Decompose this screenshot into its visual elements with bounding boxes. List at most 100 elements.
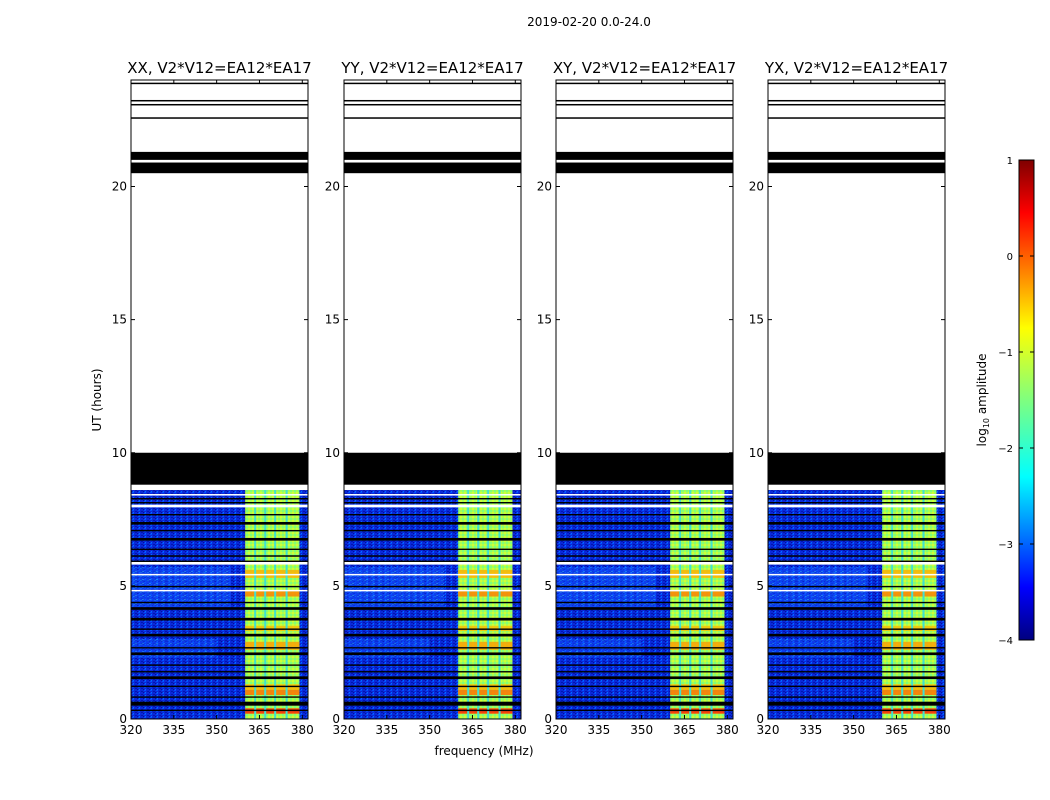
flag-line — [556, 628, 733, 630]
blank-row — [768, 119, 945, 126]
blank-row — [131, 561, 308, 565]
blank-row — [131, 119, 308, 126]
flag-line — [131, 548, 308, 550]
blank-row — [344, 85, 521, 94]
panel-2: XY, V2*V12=EA12*EA17 320 335 350 365 380 0 5 10 1… — [537, 59, 739, 737]
blank-row — [344, 106, 521, 112]
flag-line — [131, 117, 308, 119]
y-tick-label: 5 — [332, 579, 340, 593]
flagged-row — [131, 162, 308, 174]
flag-line — [556, 709, 733, 712]
colorbar-tick-label: −4 — [998, 636, 1013, 647]
colorbar-tick-label: 0 — [1007, 252, 1013, 263]
flag-line — [131, 560, 308, 562]
y-tick-label: 5 — [544, 579, 552, 593]
flag-line — [768, 548, 945, 550]
x-tick-label: 350 — [842, 723, 865, 737]
flagged-row — [556, 633, 733, 637]
flagged-row — [556, 607, 733, 610]
blank-row — [131, 573, 308, 576]
flagged-row — [768, 162, 945, 174]
flag-line — [131, 685, 308, 688]
x-tick-label: 350 — [205, 723, 228, 737]
y-tick-label: 10 — [325, 446, 340, 460]
flag-line — [556, 671, 733, 673]
channel-gap — [254, 490, 257, 719]
blank-row — [556, 561, 733, 565]
flagged-row — [768, 701, 945, 706]
blank-row — [131, 494, 308, 496]
flag-line — [344, 628, 521, 630]
flagged-row — [344, 701, 521, 706]
flag-line — [768, 513, 945, 516]
flag-line — [344, 82, 521, 85]
x-tick-label: 365 — [673, 723, 696, 737]
flag-line — [344, 103, 521, 106]
flag-line — [131, 628, 308, 630]
y-tick-label: 5 — [119, 579, 127, 593]
flag-line — [768, 647, 945, 649]
flag-line — [556, 529, 733, 532]
flag-line — [344, 696, 521, 698]
blank-row — [344, 119, 521, 126]
flag-line — [344, 548, 521, 550]
flag-line — [131, 709, 308, 712]
panel-frame — [343, 79, 522, 720]
flag-line — [344, 601, 521, 604]
channel-gap — [477, 490, 480, 719]
flagged-row — [344, 555, 521, 557]
flag-line — [131, 502, 308, 504]
flagged-row — [768, 617, 945, 621]
panel-plot-area — [556, 80, 733, 719]
flag-line — [768, 502, 945, 504]
flagged-row — [768, 652, 945, 656]
y-tick-label: 10 — [537, 446, 552, 460]
x-tick-label: 380 — [504, 723, 527, 737]
flagged-row — [131, 617, 308, 621]
flagged-row — [556, 676, 733, 680]
x-axis-label: frequency (MHz) — [434, 744, 533, 758]
flag-line — [768, 103, 945, 106]
x-tick-label: 380 — [291, 723, 314, 737]
flag-line — [344, 685, 521, 688]
flag-line — [344, 585, 521, 588]
flag-line — [556, 585, 733, 588]
panel-frame — [555, 79, 734, 720]
y-tick-label: 15 — [749, 313, 764, 327]
y-tick-label: 0 — [544, 712, 552, 726]
flagged-row — [768, 452, 945, 485]
flag-line — [768, 696, 945, 698]
flag-line — [768, 709, 945, 712]
y-tick-label: 0 — [119, 712, 127, 726]
hot-spot-row — [670, 641, 725, 650]
panel-1: YY, V2*V12=EA12*EA17 320 335 350 365 380 0 5 10 1… — [325, 59, 527, 737]
blank-row — [768, 85, 945, 94]
flagged-row — [131, 452, 308, 485]
flag-line — [131, 585, 308, 588]
x-tick-label: 335 — [587, 723, 610, 737]
flagged-row — [131, 537, 308, 541]
flagged-row — [344, 652, 521, 656]
x-tick-label: 320 — [120, 723, 143, 737]
flag-line — [131, 664, 308, 666]
channel-gap — [689, 490, 692, 719]
flagged-row — [556, 151, 733, 160]
panel-0: XX, V2*V12=EA12*EA17 320 335 350 365 380 0 5 10 1… — [112, 59, 314, 737]
flag-line — [556, 601, 733, 604]
flag-line — [556, 696, 733, 698]
channel-gap — [679, 490, 682, 719]
x-tick-label: 320 — [545, 723, 568, 737]
flag-line — [131, 671, 308, 673]
flag-line — [131, 103, 308, 106]
flagged-row — [344, 633, 521, 637]
flagged-row — [556, 521, 733, 525]
panel-3: YX, V2*V12=EA12*EA17 320 335 350 365 380 0 5 10 1… — [749, 59, 951, 737]
blank-row — [556, 85, 733, 94]
flag-line — [556, 82, 733, 85]
x-tick-label: 365 — [248, 723, 271, 737]
channel-gap — [911, 490, 914, 719]
channel-gap — [710, 490, 713, 719]
flagged-row — [131, 151, 308, 160]
flag-line — [556, 99, 733, 102]
panel-title: XY, V2*V12=EA12*EA17 — [553, 59, 736, 77]
